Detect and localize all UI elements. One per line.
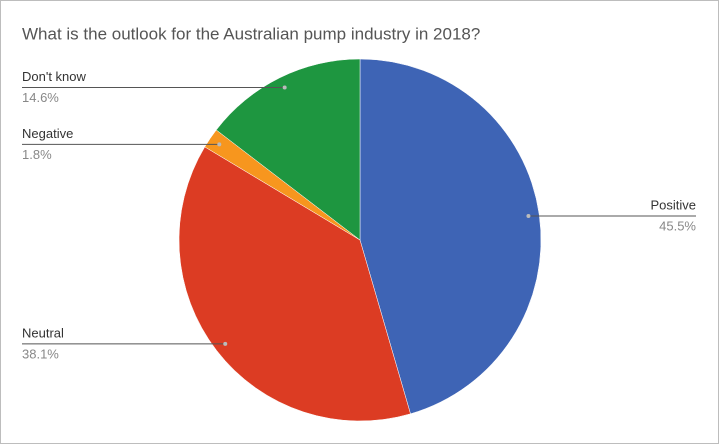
leader-dot	[526, 214, 531, 219]
slice-value-label: 45.5%	[659, 218, 696, 233]
slice-value-label: 14.6%	[22, 90, 59, 105]
pie-slice	[215, 58, 361, 241]
slice-label: Positive	[650, 197, 696, 212]
pie-slice	[178, 146, 411, 422]
slice-label: Neutral	[22, 325, 64, 340]
chart-title: What is the outlook for the Australian p…	[22, 24, 480, 43]
pie-slice	[359, 58, 542, 415]
slice-label: Don't know	[22, 69, 87, 84]
slice-label: Negative	[22, 126, 73, 141]
slice-value-label: 38.1%	[22, 346, 59, 361]
leader-dot	[223, 341, 228, 346]
leader-dot	[217, 142, 222, 147]
slice-value-label: 1.8%	[22, 147, 52, 162]
leader-dot	[282, 85, 287, 90]
